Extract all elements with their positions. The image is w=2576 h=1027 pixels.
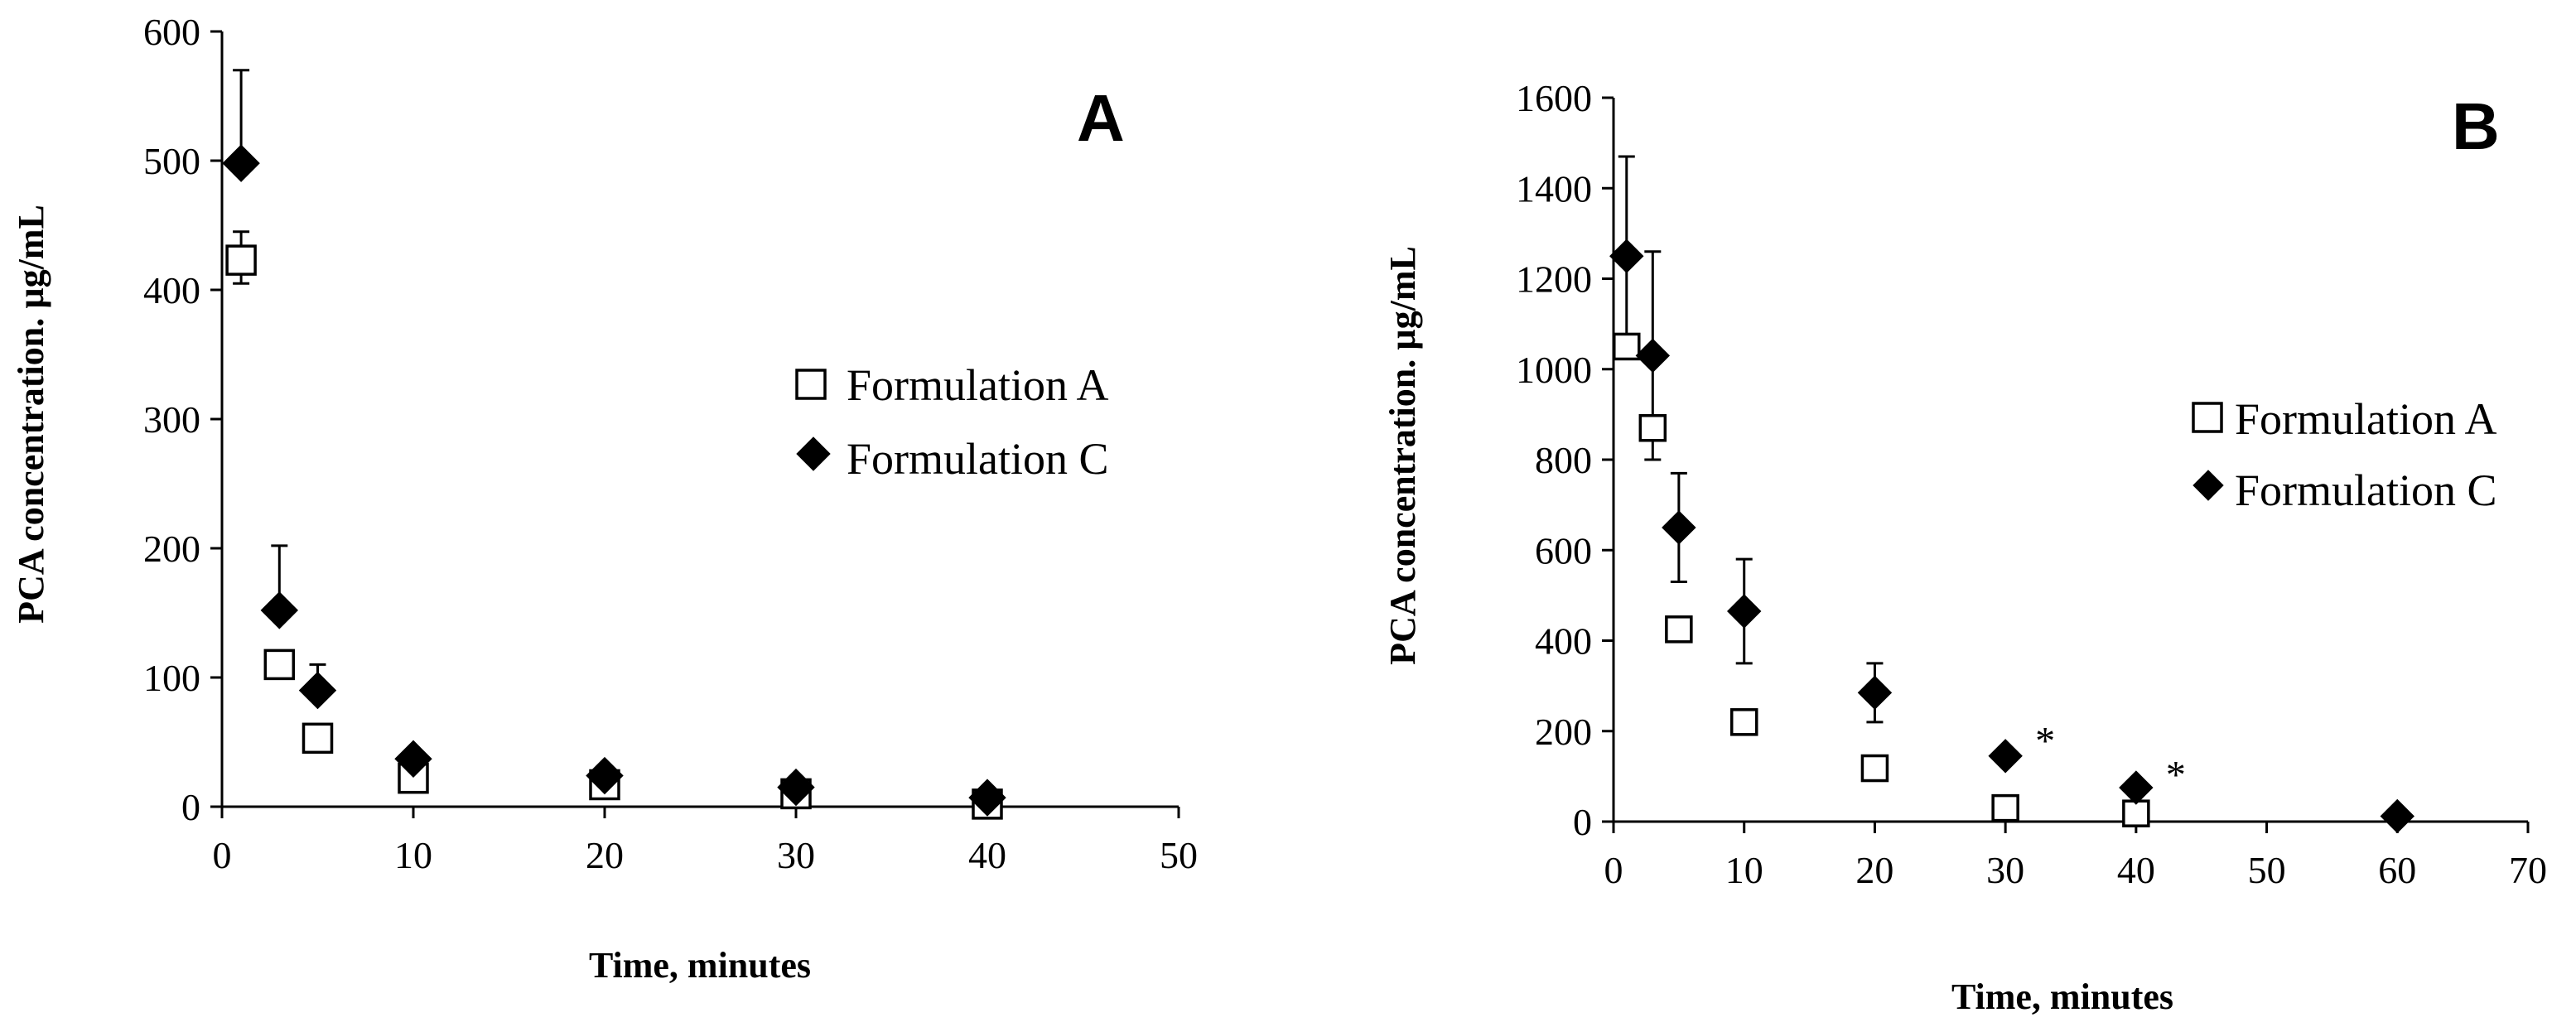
panel-a-point-formulation-a: [263, 649, 296, 681]
panel-b-x-tick-label: 40: [2117, 849, 2155, 891]
panel-a-point-formulation-c: [260, 591, 299, 629]
panel-b-point-formulation-c: [1857, 675, 1893, 711]
panel-b-label: B: [2452, 89, 2500, 163]
panel-a-x-tick-label: 0: [213, 834, 232, 876]
panel-a-x-axis-title: Time, minutes: [589, 945, 811, 986]
panel-a-point-formulation-c: [222, 144, 260, 182]
panel-b-ticks: 0 10 20 30 40 50 60 70 0 200 400 600 800 1000 1200 1400…: [1516, 77, 2547, 891]
panel-b-point-formulation-a: [1860, 754, 1889, 783]
panel-a-y-tick-label: 100: [143, 657, 200, 699]
panel-a-y-tick-label: 300: [143, 398, 200, 441]
panel-b-data-marks: **: [1609, 155, 2414, 834]
panel-a-legend-diamond-icon: [796, 436, 831, 471]
panel-b-point-formulation-c: [1727, 594, 1762, 629]
panel-b-point-formulation-a: [1665, 615, 1693, 644]
panel-b-x-tick-label: 20: [1855, 849, 1893, 891]
panel-b-legend-square-icon: [2192, 402, 2223, 433]
panel-a-x-tick-label: 10: [394, 834, 432, 876]
panel-a-point-formulation-c: [968, 779, 1006, 817]
panel-b-y-tick-label: 0: [1573, 801, 1592, 843]
panel-b-x-tick-label: 0: [1604, 849, 1623, 891]
panel-a-y-tick-label: 0: [181, 786, 200, 828]
panel-b-x-tick-label: 30: [1986, 849, 2024, 891]
panel-a-label: A: [1077, 81, 1125, 155]
panel-b-y-axis-title: PCA concentration. µg/mL: [1382, 246, 1423, 665]
panel-b-y-tick-label: 1400: [1516, 167, 1592, 210]
panel-a-legend: Formulation A Formulation C: [795, 360, 1109, 484]
panel-a-legend-square-icon: [795, 369, 827, 400]
panel-b-legend-diamond-icon: [2192, 470, 2224, 501]
panel-b-x-tick-label: 50: [2248, 849, 2286, 891]
panel-a-point-formulation-a: [225, 244, 257, 276]
panel-b-point-formulation-a: [1613, 332, 1641, 361]
panel-b-legend-label-a: Formulation A: [2235, 394, 2497, 444]
panel-a-x-tick-label: 20: [586, 834, 624, 876]
panel-b-y-tick-label: 1200: [1516, 258, 1592, 301]
panel-a-legend-label-a: Formulation A: [847, 360, 1109, 410]
panel-b-point-formulation-c: [1988, 739, 2023, 774]
panel-b-point-formulation-a: [1638, 414, 1667, 442]
panel-a-x-tick-label: 50: [1160, 834, 1198, 876]
panel-b-point-formulation-a: [1991, 793, 2019, 822]
panel-b-significance-mark: *: [2166, 754, 2186, 798]
panel-b-point-formulation-c: [1635, 338, 1671, 374]
panel-a-y-tick-label: 200: [143, 528, 200, 570]
panel-b-y-tick-label: 600: [1535, 529, 1592, 571]
panel-b-point-formulation-c: [2380, 798, 2414, 834]
panel-b-x-axis-title: Time, minutes: [1951, 976, 2173, 1017]
panel-a-x-tick-label: 40: [968, 834, 1006, 876]
panel-b-legend-label-c: Formulation C: [2235, 465, 2497, 515]
panel-b-y-tick-label: 200: [1535, 711, 1592, 753]
panel-a-point-formulation-c: [586, 756, 624, 795]
panel-b-point-formulation-a: [1729, 708, 1758, 736]
panel-b-x-tick-label: 60: [2378, 849, 2416, 891]
panel-b-significance-mark: *: [2035, 720, 2055, 764]
panel-b-x-tick-label: 70: [2509, 849, 2547, 891]
panel-a-point-formulation-a: [301, 722, 334, 755]
panel-a-point-formulation-c: [298, 671, 337, 710]
panel-b-y-tick-label: 1000: [1516, 349, 1592, 391]
panel-b-y-tick-label: 400: [1535, 620, 1592, 663]
panel-a-data-marks: [222, 69, 1006, 820]
chart-panel-b: 0 10 20 30 40 50 60 70 0 200 400 600 800 1000 1200 1400…: [1382, 77, 2547, 1017]
panel-a-point-formulation-c: [394, 740, 432, 778]
panel-b-x-tick-label: 10: [1725, 849, 1763, 891]
panel-a-y-axis-title: PCA concentration. µg/mL: [11, 205, 51, 624]
panel-a-y-tick-label: 600: [143, 11, 200, 53]
panel-b-point-formulation-c: [1609, 239, 1644, 273]
panel-a-x-tick-label: 30: [777, 834, 815, 876]
panel-b-legend: Formulation A Formulation C: [2192, 394, 2497, 515]
panel-b-y-tick-label: 1600: [1516, 77, 1592, 119]
panel-b-y-tick-label: 800: [1535, 439, 1592, 481]
panel-b-point-formulation-c: [2119, 770, 2154, 805]
panel-a-point-formulation-c: [777, 768, 815, 807]
panel-a-legend-label-c: Formulation C: [847, 434, 1109, 484]
panel-a-y-tick-label: 400: [143, 269, 200, 311]
panel-b-point-formulation-c: [1662, 510, 1696, 545]
panel-a-y-tick-label: 500: [143, 140, 200, 182]
